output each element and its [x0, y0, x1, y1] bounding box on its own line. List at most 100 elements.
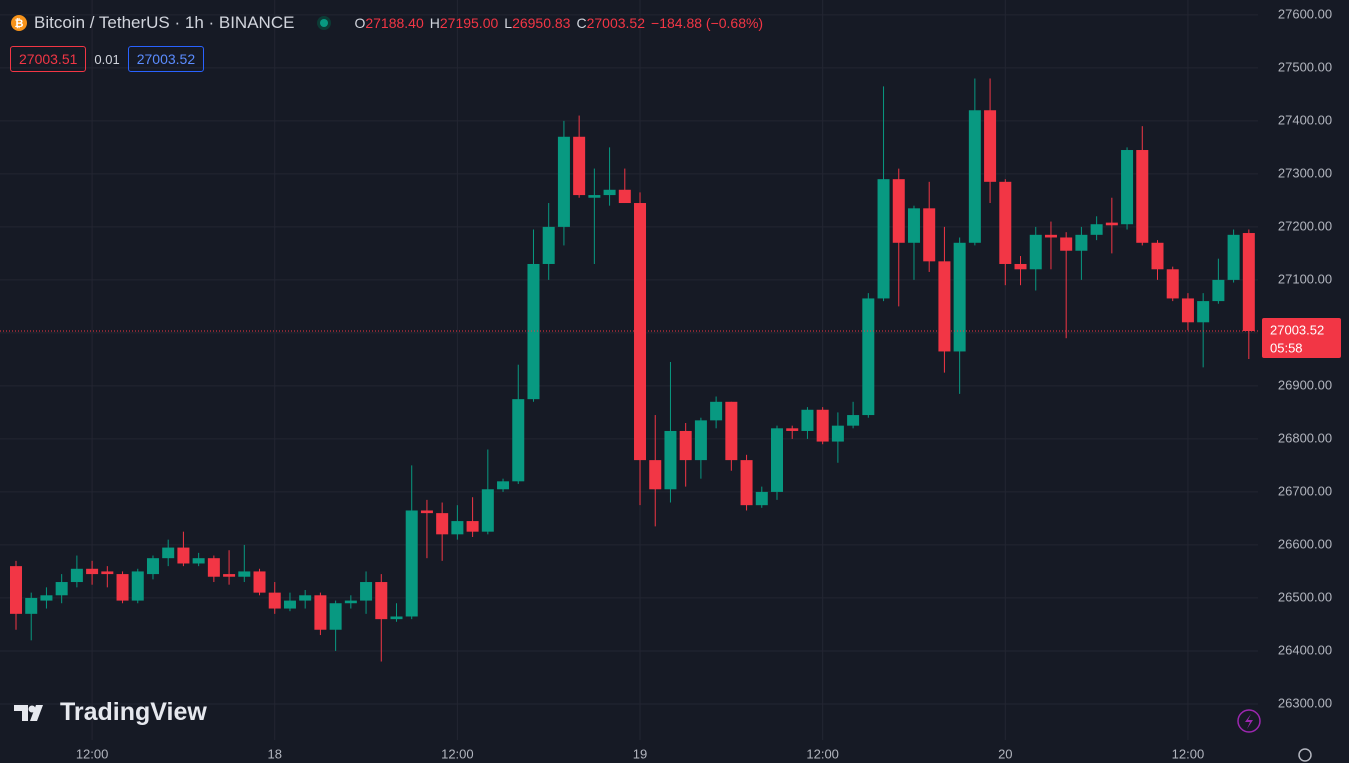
change: −184.88 (−0.68%) [651, 15, 764, 31]
candle-body [1014, 263, 1027, 270]
candle-body [1227, 234, 1240, 280]
candle-body [649, 460, 662, 490]
svg-text:₿: ₿ [15, 18, 24, 30]
price-axis-bg [1258, 0, 1349, 763]
candle-body [55, 582, 68, 596]
y-tick-label: 26800.00 [1278, 430, 1332, 445]
candle-body [466, 521, 479, 532]
candle-body [162, 547, 175, 559]
y-tick-label: 27400.00 [1278, 112, 1332, 127]
ohlc-label: H [429, 15, 440, 31]
y-tick-label: 27100.00 [1278, 271, 1332, 286]
settings-icon[interactable] [1298, 748, 1312, 762]
candle-body [907, 208, 920, 243]
y-tick-label: 27500.00 [1278, 59, 1332, 74]
x-tick-label: 12:00 [806, 746, 839, 761]
candle-body [390, 616, 403, 620]
ohlc-label: O [354, 15, 366, 31]
watermark[interactable]: TradingView [14, 698, 207, 727]
candle-body [892, 179, 905, 243]
ohlc-high: H27195.00 [430, 15, 499, 31]
ohlc-label: C [576, 15, 587, 31]
candle-body [10, 566, 22, 614]
candle-body [101, 571, 114, 575]
y-tick-label: 26900.00 [1278, 377, 1332, 392]
header: ₿ Bitcoin / TetherUS · 1h · BINANCE O271… [10, 13, 763, 33]
candle-body [740, 460, 753, 506]
candle-body [283, 600, 296, 609]
candle-body [634, 203, 647, 461]
candle-body [1151, 242, 1164, 270]
candle-body [405, 510, 418, 617]
market-status[interactable] [316, 15, 332, 31]
candle-body [786, 428, 799, 431]
x-tick-label: 12:00 [76, 746, 109, 761]
candle-body [999, 181, 1012, 264]
candle-body [1197, 301, 1210, 323]
candle-body [481, 489, 494, 532]
price-tag-countdown: 05:58 [1270, 340, 1303, 355]
candle-body [192, 558, 205, 564]
candle-body [40, 595, 53, 601]
ohlc-value: 27195.00 [439, 15, 499, 31]
candle-body [938, 261, 951, 352]
candle-body [299, 595, 312, 601]
y-tick-label: 26400.00 [1278, 642, 1332, 657]
spread: 0.01 [94, 51, 120, 67]
candle-body [344, 600, 357, 604]
candle-body [603, 189, 616, 196]
lightning-glyph [1245, 714, 1253, 729]
candle-body [968, 110, 981, 243]
watermark-text: TradingView [60, 698, 207, 726]
x-tick-label: 19 [633, 746, 647, 761]
candle-body [329, 603, 342, 630]
quote: 27003.51 0.01 27003.52 [10, 46, 205, 72]
candle-body [1075, 234, 1088, 251]
bid-button[interactable]: 27003.51 [10, 46, 87, 72]
candle-body [86, 568, 99, 575]
candle-body [360, 582, 373, 601]
y-tick-label: 27300.00 [1278, 165, 1332, 180]
candle-body [725, 401, 738, 461]
candle-body [710, 401, 723, 421]
y-tick-label: 26700.00 [1278, 483, 1332, 498]
candle-body [801, 409, 814, 431]
ask-button[interactable]: 27003.52 [127, 46, 205, 72]
price-tag-price: 27003.52 [1270, 322, 1324, 337]
candle-body [847, 415, 860, 426]
candle-body [679, 430, 692, 461]
y-tick-label: 27600.00 [1278, 6, 1332, 21]
y-tick-label: 27200.00 [1278, 218, 1332, 233]
candle-body [177, 547, 190, 564]
ohlc-label: L [504, 15, 513, 31]
candle-body [497, 481, 510, 490]
y-tick-label: 26500.00 [1278, 589, 1332, 604]
candle-body [1136, 150, 1149, 243]
candle-body [253, 571, 266, 593]
candle-body [314, 595, 327, 630]
candle-body [238, 571, 251, 577]
x-tick-label: 20 [998, 746, 1012, 761]
candle-body [664, 430, 677, 490]
ohlc-value: 27188.40 [365, 15, 424, 31]
candle-body [207, 558, 220, 577]
candle-body [223, 574, 236, 577]
x-tick-label: 12:00 [441, 746, 474, 761]
candle-body [1181, 298, 1194, 323]
candle-body [694, 420, 707, 461]
candle-body [451, 521, 464, 535]
ohlc-close: C27003.52 [576, 15, 645, 31]
y-tick-label: 26600.00 [1278, 536, 1332, 551]
candle-body [131, 571, 144, 601]
lightning-icon[interactable] [1237, 709, 1261, 733]
candle-body [542, 226, 555, 264]
symbol-title[interactable]: Bitcoin / TetherUS · 1h · BINANCE [34, 13, 295, 32]
x-tick-label: 18 [268, 746, 282, 761]
candle-body [1105, 222, 1118, 226]
price-tag [1262, 318, 1341, 359]
candle-body [1242, 233, 1255, 332]
candle-body [771, 428, 783, 492]
candle-body [984, 110, 997, 182]
